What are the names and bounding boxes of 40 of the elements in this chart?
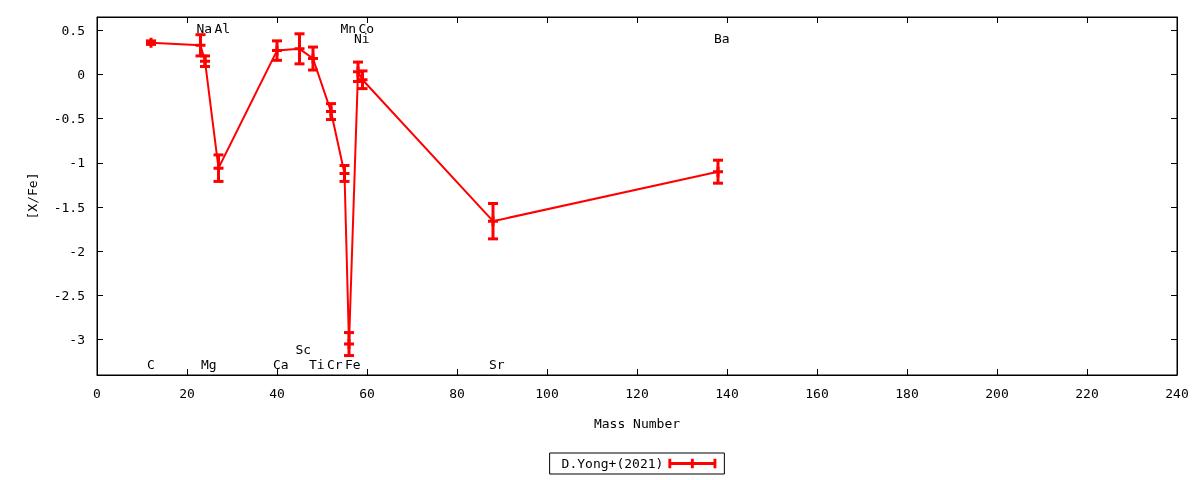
- x-tick-label: 80: [449, 386, 465, 401]
- y-tick-label: -1: [69, 155, 85, 171]
- x-tick-label: 200: [985, 386, 1009, 401]
- x-tick-label: 60: [359, 386, 375, 401]
- point: [344, 339, 354, 350]
- point: [308, 53, 318, 64]
- annotation: C: [147, 356, 155, 372]
- x-tick-label: 160: [805, 386, 829, 401]
- annotation: Ba: [714, 30, 730, 46]
- x-tick-label: 0: [93, 386, 101, 401]
- x-tick-label: 220: [1075, 386, 1099, 401]
- x-tick-label: 20: [179, 386, 195, 401]
- y-tick-label: -2: [69, 243, 85, 259]
- annotation: Sc: [295, 341, 312, 357]
- annotation: Ti: [309, 356, 325, 372]
- annotation: Fe: [345, 356, 361, 372]
- y-tick-label: -3: [69, 332, 85, 348]
- x-tick-label: 180: [895, 386, 919, 401]
- point: [488, 216, 498, 227]
- annotation: Na: [196, 20, 213, 36]
- y-tick-label: 0.5: [61, 22, 85, 38]
- x-tick-label: 240: [1165, 386, 1189, 401]
- legend-label: D.Yong+(2021): [561, 456, 664, 471]
- x-tick-label: 40: [269, 386, 285, 401]
- y-tick-label: -1.5: [53, 199, 85, 215]
- point: [713, 166, 723, 177]
- annotation: Sr: [489, 356, 505, 372]
- x-tick-label: 140: [715, 386, 739, 401]
- y-axis-title: [X/Fe]: [25, 172, 40, 220]
- annotation: Mg: [201, 356, 217, 372]
- x-tick-label: 100: [535, 386, 559, 401]
- x-axis-title: Mass Number: [593, 416, 681, 431]
- point: [272, 45, 282, 56]
- x-tick-label: 120: [625, 386, 649, 401]
- annotation: Cr: [327, 356, 343, 372]
- y-tick-label: 0: [77, 66, 85, 82]
- annotation: Al: [214, 20, 231, 36]
- annotation: Ca: [273, 356, 289, 372]
- y-tick-label: -2.5: [53, 287, 85, 303]
- y-tick-label: -0.5: [53, 111, 85, 127]
